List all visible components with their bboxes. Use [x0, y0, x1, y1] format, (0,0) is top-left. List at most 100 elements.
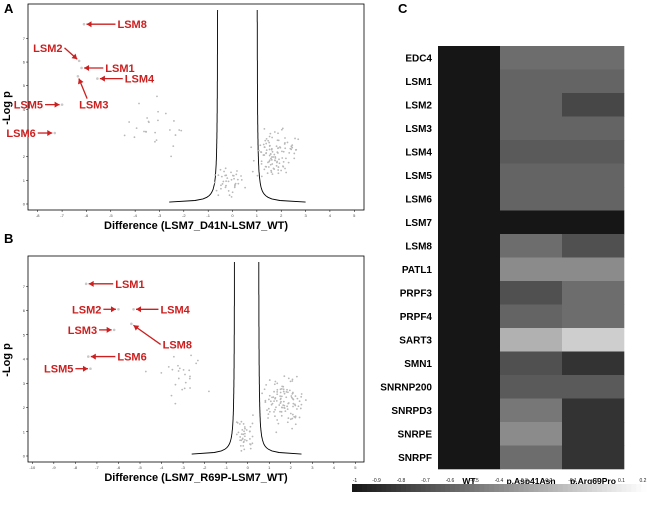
heatmap-row-label: PRPF4	[400, 312, 433, 323]
protein-point	[251, 435, 254, 438]
highlighted-protein-point	[87, 355, 90, 358]
protein-point	[174, 383, 177, 386]
heatmap-row-label: PATL1	[402, 265, 433, 276]
protein-point	[282, 150, 285, 153]
colorbar-segment	[543, 484, 549, 492]
protein-label: LSM4	[125, 74, 155, 86]
heatmap-cell	[438, 93, 501, 117]
heatmap-cell	[438, 328, 501, 352]
protein-point	[243, 435, 246, 438]
protein-point	[277, 147, 279, 150]
protein-point	[273, 383, 276, 386]
protein-point	[288, 389, 291, 392]
heatmap-row-label: SMN1	[404, 359, 432, 370]
colorbar-segment	[597, 484, 603, 492]
highlighted-protein-point	[96, 77, 99, 80]
highlighted-protein-point	[53, 131, 57, 135]
colorbar-tick-label: -0.1	[568, 478, 577, 484]
colorbar-tick-label: -0.6	[446, 478, 455, 484]
protein-point	[273, 153, 276, 156]
protein-point	[170, 394, 173, 397]
heatmap-cell	[438, 422, 501, 446]
protein-point	[271, 156, 273, 158]
protein-label: LSM6	[117, 352, 146, 364]
protein-label: LSM1	[115, 279, 144, 291]
heatmap-cell	[562, 93, 625, 117]
protein-point	[264, 165, 267, 168]
protein-point	[265, 137, 268, 140]
colorbar-segment	[533, 484, 539, 492]
heatmap-cell	[438, 351, 501, 376]
protein-point	[225, 174, 228, 177]
y-tick-label: 3	[23, 131, 26, 136]
protein-point	[178, 129, 181, 131]
significance-curve-right	[258, 262, 302, 455]
protein-point	[275, 431, 278, 434]
colorbar-segment	[366, 484, 372, 492]
x-tick-label: -7	[60, 213, 64, 218]
protein-point	[280, 387, 283, 390]
y-tick-label: 0	[23, 202, 26, 207]
colorbar-tick-label: 0.2	[640, 478, 647, 484]
colorbar-tick-label: -0.3	[519, 478, 528, 484]
heatmap-cell	[500, 163, 563, 188]
protein-point	[242, 444, 245, 447]
protein-point	[283, 404, 286, 407]
heatmap-cell	[562, 234, 625, 258]
protein-point	[225, 184, 227, 187]
protein-point	[237, 182, 240, 185]
protein-point	[280, 169, 283, 172]
x-tick-label: -7	[95, 465, 99, 470]
protein-point	[267, 139, 270, 142]
arrow-head-icon	[47, 130, 53, 137]
colorbar-tick-label: -0.4	[495, 478, 504, 484]
protein-point	[157, 119, 159, 122]
protein-point	[292, 402, 295, 405]
protein-point	[265, 149, 268, 152]
protein-point	[300, 403, 303, 406]
protein-point	[269, 163, 272, 166]
heatmap-cell	[500, 116, 563, 141]
y-tick-label: 4	[23, 357, 26, 362]
protein-point	[240, 175, 242, 177]
protein-point	[300, 393, 303, 395]
protein-point	[181, 388, 184, 391]
protein-point	[287, 377, 290, 380]
protein-point	[286, 391, 289, 394]
colorbar-segment	[479, 484, 485, 492]
x-tick-label: -4	[160, 465, 164, 470]
protein-point	[235, 421, 238, 424]
heatmap-row-label: LSM6	[405, 194, 432, 205]
x-tick-label: 2	[280, 213, 283, 218]
protein-point	[294, 395, 297, 397]
y-tick-label: 5	[23, 332, 26, 337]
x-tick-label: 3	[304, 213, 307, 218]
protein-point	[265, 142, 268, 145]
protein-point	[265, 384, 268, 386]
protein-point	[295, 375, 298, 378]
protein-point	[177, 364, 179, 367]
heatmap-cell	[500, 234, 563, 258]
protein-point	[168, 129, 171, 131]
arrow-head-icon	[77, 78, 84, 85]
protein-point	[245, 439, 248, 442]
protein-point	[276, 161, 278, 164]
colorbar-segment	[562, 484, 568, 492]
protein-point	[184, 381, 187, 384]
protein-point	[282, 160, 285, 163]
protein-point	[240, 449, 243, 452]
protein-point	[267, 413, 270, 416]
x-tick-label: 5	[354, 465, 357, 470]
colorbar-segment	[631, 484, 637, 492]
protein-point	[298, 400, 301, 403]
protein-point	[276, 393, 279, 396]
protein-point	[217, 174, 220, 177]
colorbar-tick-label: 0.1	[618, 478, 625, 484]
x-tick-label: 0	[247, 465, 250, 470]
protein-point	[251, 170, 254, 173]
protein-point	[287, 161, 290, 164]
protein-point	[138, 102, 140, 105]
protein-point	[291, 380, 294, 382]
protein-point	[220, 187, 222, 190]
protein-point	[276, 391, 279, 393]
